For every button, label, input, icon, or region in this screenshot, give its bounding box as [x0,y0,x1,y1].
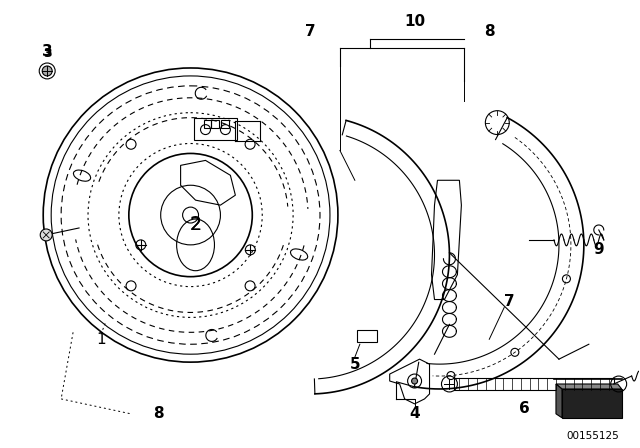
Text: 6: 6 [519,401,529,416]
Text: 2: 2 [189,215,202,234]
Circle shape [40,229,52,241]
Text: 10: 10 [404,14,425,29]
Text: 7: 7 [504,294,515,309]
Text: 8: 8 [154,406,164,421]
Text: 9: 9 [593,242,604,257]
Text: 8: 8 [484,24,495,39]
Text: 1: 1 [96,332,106,347]
Text: 2: 2 [190,216,202,234]
Text: 7: 7 [305,24,316,39]
Circle shape [42,66,52,76]
Text: 00155125: 00155125 [566,431,619,441]
Text: 3: 3 [42,43,52,59]
Text: 3: 3 [43,47,51,60]
Polygon shape [556,384,621,389]
Polygon shape [556,384,562,418]
Polygon shape [562,389,621,418]
Circle shape [412,378,417,384]
Text: 5: 5 [349,357,360,372]
Text: 4: 4 [409,406,420,421]
